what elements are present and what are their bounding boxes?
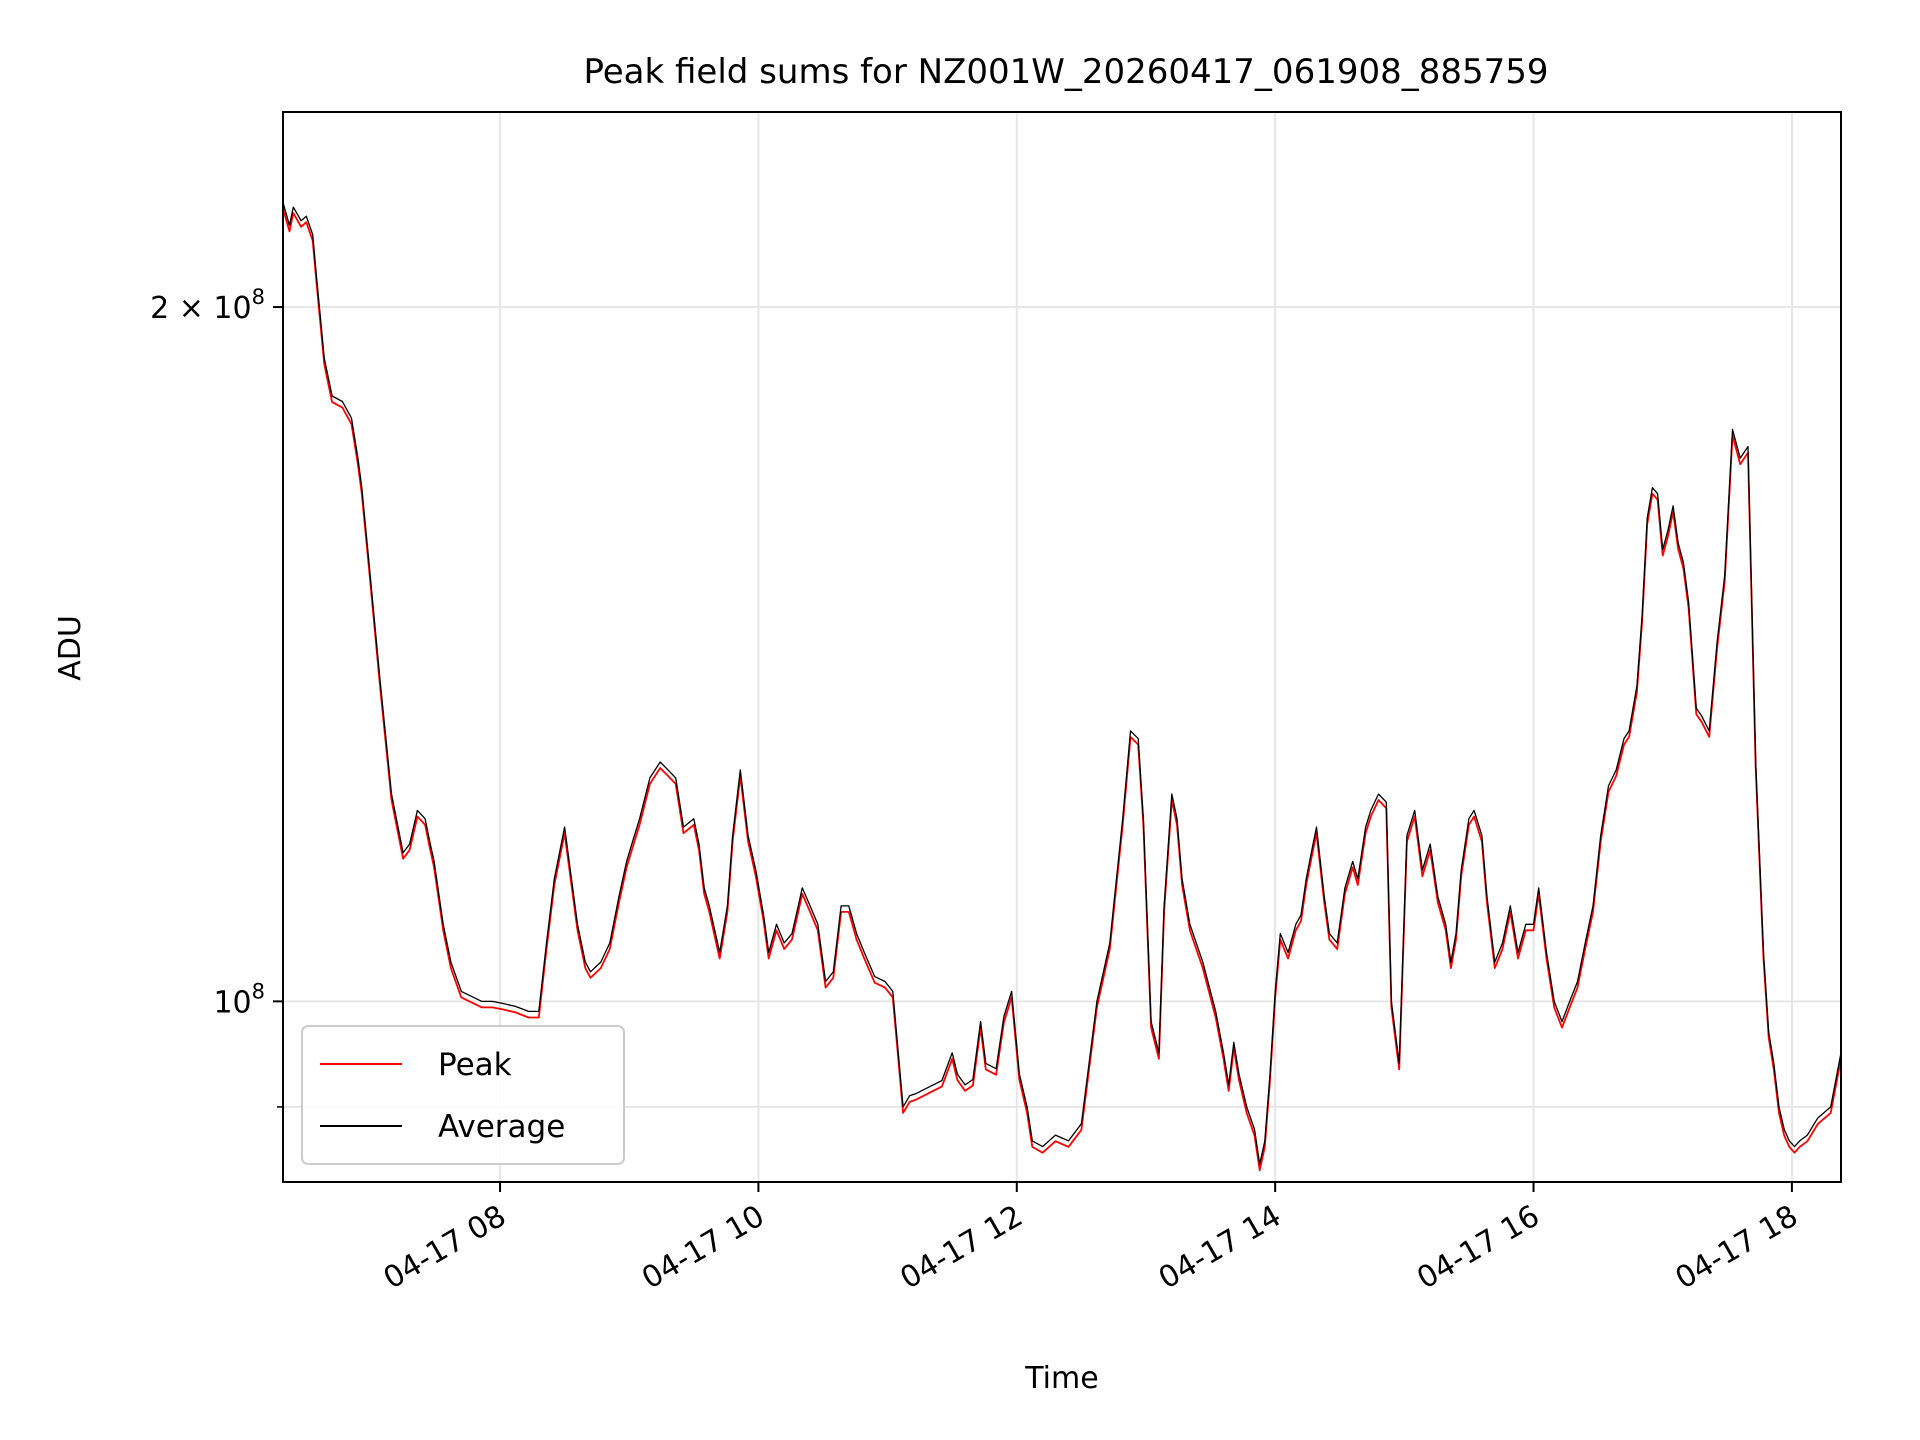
chart-title: Peak field sums for NZ001W_20260417_0619… <box>583 52 1548 92</box>
y-tick-label: 2 × 108 <box>150 285 265 326</box>
series-line-average <box>283 202 1841 1165</box>
plot-frame <box>282 111 1842 1183</box>
x-axis-label: Time <box>1024 1361 1098 1396</box>
legend-label-average: Average <box>438 1109 565 1145</box>
legend-box <box>301 1025 625 1165</box>
series-layer <box>283 202 1841 1172</box>
legend-label-peak: Peak <box>438 1047 512 1083</box>
legend: Peak Average <box>301 1025 625 1165</box>
y-axis-label: ADU <box>53 615 88 681</box>
